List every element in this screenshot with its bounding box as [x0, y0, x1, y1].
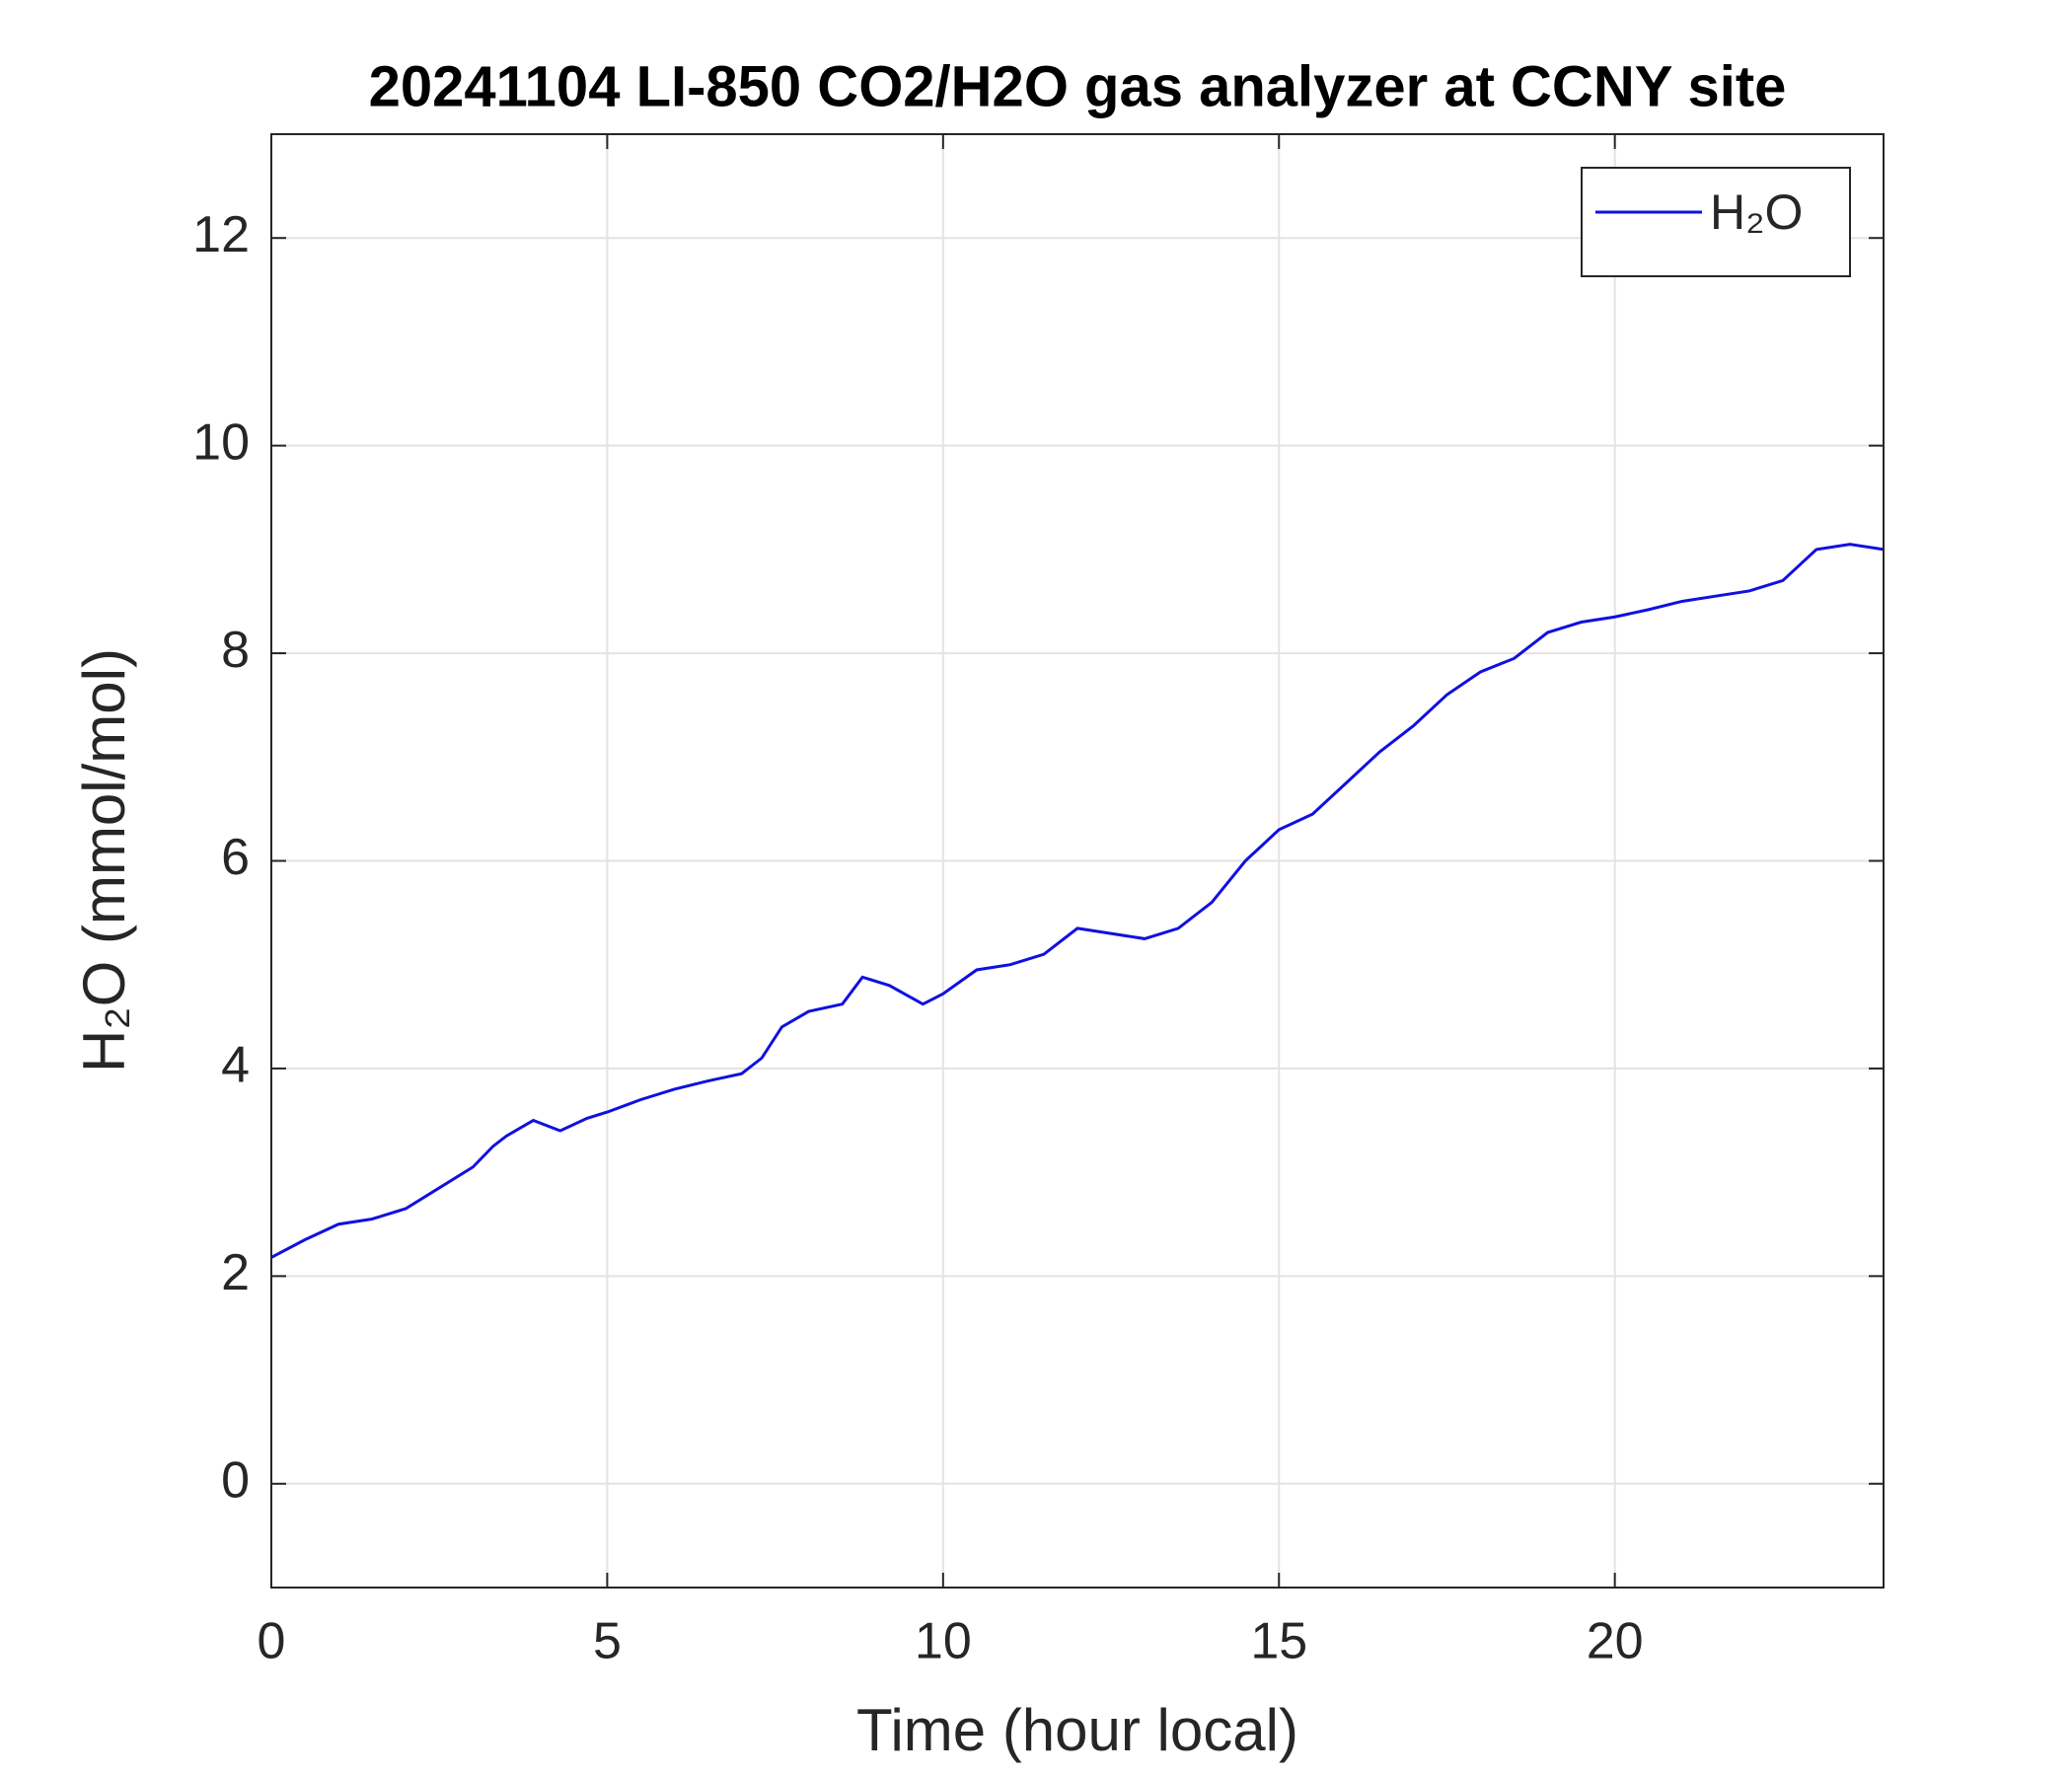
y-tick-label: 10	[192, 413, 250, 471]
y-tick-label: 8	[221, 622, 250, 679]
x-axis-label: Time (hour local)	[856, 1697, 1298, 1763]
y-tick-label: 12	[192, 206, 250, 263]
x-tick-label: 20	[1587, 1613, 1644, 1670]
data-line	[270, 543, 1885, 1259]
y-tick-label: 2	[221, 1244, 250, 1301]
x-tick-label: 10	[915, 1613, 972, 1670]
chart-title: 20241104 LI-850 CO2/H2O gas analyzer at …	[369, 54, 1787, 118]
plot-frame	[270, 133, 1885, 1589]
y-tick-label: 6	[221, 829, 250, 886]
y-axis-label: H₂O (mmol/mol)	[71, 648, 137, 1073]
x-tick-label: 15	[1250, 1613, 1307, 1670]
y-tick-label: 4	[221, 1037, 250, 1094]
legend-label: H₂O	[1710, 185, 1803, 240]
x-tick-label: 5	[593, 1613, 622, 1670]
legend-box	[1581, 167, 1851, 277]
x-tick-label: 0	[258, 1613, 286, 1670]
y-tick-label: 0	[221, 1452, 250, 1510]
